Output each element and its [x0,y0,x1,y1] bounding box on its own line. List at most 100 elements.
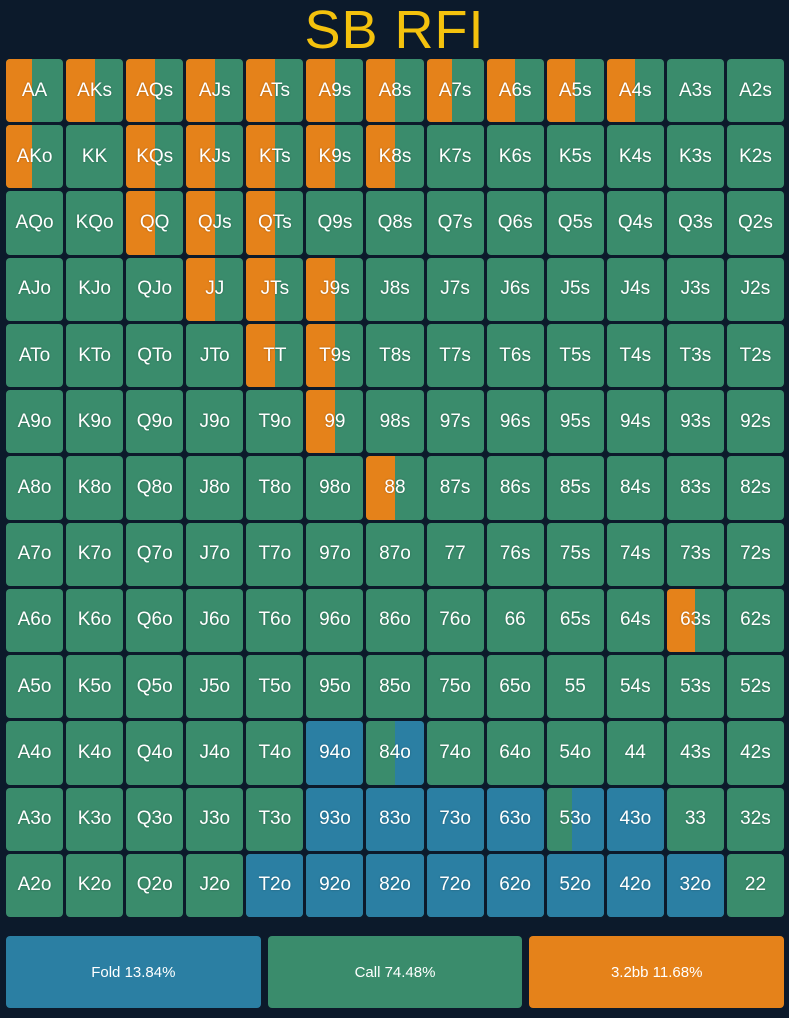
hand-cell[interactable]: A2o [6,853,64,917]
hand-cell[interactable]: Q2o [126,853,184,917]
hand-cell[interactable]: 66 [486,588,544,653]
hand-cell[interactable]: 32o [666,853,724,917]
hand-cell[interactable]: 98o [306,456,364,520]
hand-cell[interactable]: A4s [606,59,664,123]
hand-cell[interactable]: J7s [426,257,484,321]
hand-cell[interactable]: KTo [66,323,124,388]
hand-cell[interactable]: QQ [126,191,184,255]
hand-cell[interactable]: T4o [246,721,304,785]
hand-cell[interactable]: A6s [486,59,544,123]
hand-cell[interactable]: Q5o [126,655,184,719]
hand-cell[interactable]: K3o [66,787,124,851]
hand-cell[interactable]: 63o [486,787,544,851]
hand-cell[interactable]: K5s [546,125,604,189]
hand-cell[interactable]: T7s [426,323,484,388]
hand-cell[interactable]: 83s [666,456,724,520]
hand-cell[interactable]: K2s [726,125,784,189]
hand-cell[interactable]: KTs [246,125,304,189]
hand-cell[interactable]: T3o [246,787,304,851]
hand-cell[interactable]: J8o [186,456,244,520]
hand-cell[interactable]: T9o [246,390,304,454]
hand-cell[interactable]: JTo [186,323,244,388]
hand-cell[interactable]: 85o [366,655,424,719]
hand-cell[interactable]: A7s [426,59,484,123]
hand-cell[interactable]: Q4s [606,191,664,255]
hand-cell[interactable]: K9s [306,125,364,189]
hand-cell[interactable]: A5o [6,655,64,719]
hand-cell[interactable]: T9s [306,323,364,388]
hand-cell[interactable]: J4o [186,721,244,785]
hand-cell[interactable]: 95o [306,655,364,719]
hand-cell[interactable]: A7o [6,522,64,586]
hand-cell[interactable]: 94s [606,390,664,454]
hand-cell[interactable]: K7s [426,125,484,189]
hand-cell[interactable]: 73o [426,787,484,851]
hand-cell[interactable]: 52s [726,655,784,719]
hand-cell[interactable]: J3s [666,257,724,321]
hand-cell[interactable]: T5s [546,323,604,388]
hand-cell[interactable]: KK [66,125,124,189]
hand-cell[interactable]: AQs [126,59,184,123]
hand-cell[interactable]: T8s [366,323,424,388]
hand-cell[interactable]: 62o [486,853,544,917]
hand-cell[interactable]: A3s [666,59,724,123]
hand-cell[interactable]: AJs [186,59,244,123]
hand-cell[interactable]: 83o [366,787,424,851]
hand-cell[interactable]: A4o [6,721,64,785]
hand-cell[interactable]: Q4o [126,721,184,785]
hand-cell[interactable]: J4s [606,257,664,321]
hand-cell[interactable]: 92o [306,853,364,917]
hand-cell[interactable]: J2o [186,853,244,917]
hand-cell[interactable]: Q8o [126,456,184,520]
hand-cell[interactable]: A8s [366,59,424,123]
hand-cell[interactable]: KQs [126,125,184,189]
hand-cell[interactable]: TT [246,323,304,388]
hand-cell[interactable]: 76s [486,522,544,586]
hand-cell[interactable]: AKo [6,125,64,189]
hand-cell[interactable]: J5s [546,257,604,321]
hand-cell[interactable]: T6s [486,323,544,388]
hand-cell[interactable]: KJs [186,125,244,189]
hand-cell[interactable]: KQo [66,191,124,255]
hand-cell[interactable]: 77 [426,522,484,586]
hand-cell[interactable]: K2o [66,853,124,917]
hand-cell[interactable]: A8o [6,456,64,520]
hand-cell[interactable]: J7o [186,522,244,586]
hand-cell[interactable]: 87o [366,522,424,586]
hand-cell[interactable]: QTo [126,323,184,388]
hand-cell[interactable]: T5o [246,655,304,719]
hand-cell[interactable]: Q6o [126,588,184,653]
hand-cell[interactable]: 72s [726,522,784,586]
hand-cell[interactable]: Q8s [366,191,424,255]
hand-cell[interactable]: 43o [606,787,664,851]
hand-cell[interactable]: J5o [186,655,244,719]
hand-cell[interactable]: 88 [366,456,424,520]
hand-cell[interactable]: K5o [66,655,124,719]
hand-cell[interactable]: 86s [486,456,544,520]
hand-cell[interactable]: K6s [486,125,544,189]
hand-cell[interactable]: JTs [246,257,304,321]
hand-cell[interactable]: J6s [486,257,544,321]
hand-cell[interactable]: A9o [6,390,64,454]
hand-cell[interactable]: 93s [666,390,724,454]
hand-cell[interactable]: 74o [426,721,484,785]
hand-cell[interactable]: 63s [666,588,724,653]
hand-cell[interactable]: 32s [726,787,784,851]
hand-cell[interactable]: 92s [726,390,784,454]
hand-cell[interactable]: A5s [546,59,604,123]
hand-cell[interactable]: QJs [186,191,244,255]
hand-cell[interactable]: K3s [666,125,724,189]
hand-cell[interactable]: J6o [186,588,244,653]
hand-cell[interactable]: J9s [306,257,364,321]
legend-call[interactable]: Call 74.48% [267,936,523,1008]
hand-cell[interactable]: 22 [726,853,784,917]
hand-cell[interactable]: 95s [546,390,604,454]
hand-cell[interactable]: 65o [486,655,544,719]
hand-cell[interactable]: Q3o [126,787,184,851]
hand-cell[interactable]: 76o [426,588,484,653]
hand-cell[interactable]: Q9s [306,191,364,255]
hand-cell[interactable]: 75o [426,655,484,719]
hand-cell[interactable]: 72o [426,853,484,917]
hand-cell[interactable]: 98s [366,390,424,454]
hand-cell[interactable]: 97s [426,390,484,454]
